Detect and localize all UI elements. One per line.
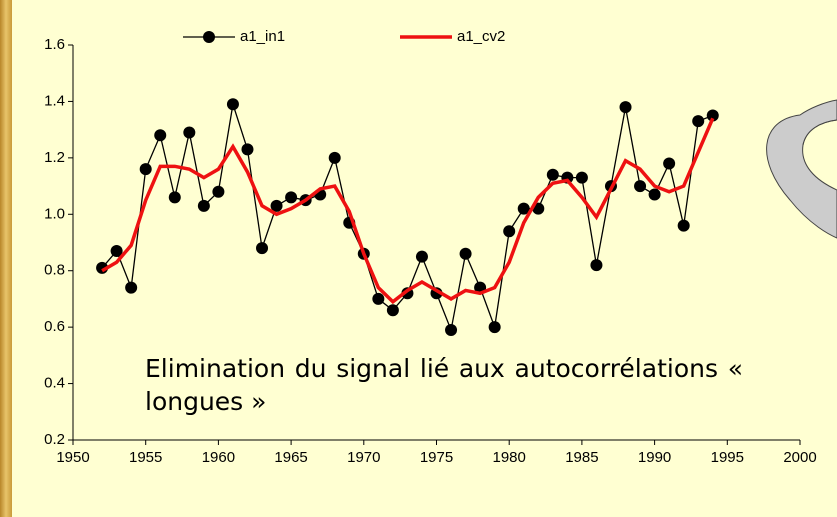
legend-label: a1_in1 xyxy=(240,28,285,45)
x-tick-label: 1960 xyxy=(202,449,235,466)
annotation: Elimination du signal lié aux autocorrél… xyxy=(145,352,743,418)
y-tick-label: 1.6 xyxy=(44,36,65,53)
y-tick-label: 0.8 xyxy=(44,262,65,279)
x-tick-label: 1975 xyxy=(420,449,453,466)
data-point xyxy=(285,191,297,203)
x-tick-label: 1970 xyxy=(347,449,380,466)
data-point xyxy=(620,101,632,113)
series-line xyxy=(102,118,713,301)
data-point xyxy=(547,169,559,181)
data-point xyxy=(241,143,253,155)
data-point xyxy=(140,163,152,175)
y-tick-label: 1.4 xyxy=(44,92,65,109)
data-point xyxy=(372,293,384,305)
data-point xyxy=(503,225,515,237)
chart: 0.2 0.4 0.6 0.8 1.0 1.2 1.4 1.6 1950 1955 1960 1965… xyxy=(0,0,837,517)
legend-marker xyxy=(203,31,215,43)
data-point xyxy=(256,242,268,254)
data-point xyxy=(387,304,399,316)
ring-decoration xyxy=(767,100,837,238)
y-tick-label: 0.4 xyxy=(44,375,65,392)
data-point xyxy=(329,152,341,164)
data-point xyxy=(678,220,690,232)
x-tick-label: 1995 xyxy=(711,449,744,466)
legend-label: a1_cv2 xyxy=(457,28,505,45)
x-tick-label: 1955 xyxy=(129,449,162,466)
y-tick-label: 0.2 xyxy=(44,431,65,448)
x-tick-label: 1950 xyxy=(56,449,89,466)
data-point xyxy=(416,251,428,263)
data-point xyxy=(198,200,210,212)
y-tick-label: 1.0 xyxy=(44,205,65,222)
data-point xyxy=(663,158,675,170)
data-point xyxy=(125,282,137,294)
data-point xyxy=(692,115,704,127)
data-point xyxy=(489,321,501,333)
data-point xyxy=(227,98,239,110)
x-tick-label: 2000 xyxy=(783,449,816,466)
y-tick-label: 0.6 xyxy=(44,318,65,335)
y-tick-label: 1.2 xyxy=(44,149,65,166)
data-point xyxy=(212,186,224,198)
x-tick-label: 1985 xyxy=(565,449,598,466)
data-point xyxy=(183,126,195,138)
data-point xyxy=(169,191,181,203)
x-tick-label: 1965 xyxy=(274,449,307,466)
data-point xyxy=(649,189,661,201)
data-point xyxy=(634,180,646,192)
x-tick-label: 1990 xyxy=(638,449,671,466)
data-point xyxy=(154,129,166,141)
data-point xyxy=(576,172,588,184)
data-point xyxy=(460,248,472,260)
data-point xyxy=(445,324,457,336)
slide: {"chart_data": {"type": "line", "annotat… xyxy=(0,0,837,517)
data-point xyxy=(590,259,602,271)
x-tick-label: 1980 xyxy=(493,449,526,466)
